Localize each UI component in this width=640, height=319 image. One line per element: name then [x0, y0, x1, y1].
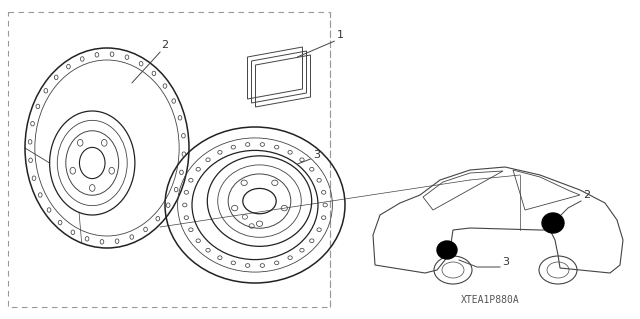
Text: 2: 2 — [161, 40, 168, 50]
Bar — [8, 12, 330, 307]
Ellipse shape — [437, 241, 457, 259]
Text: 2: 2 — [583, 190, 590, 200]
Text: XTEA1P880A: XTEA1P880A — [461, 295, 520, 305]
Text: 3: 3 — [314, 150, 321, 160]
Text: 1: 1 — [337, 30, 344, 40]
Text: 3: 3 — [502, 257, 509, 267]
Ellipse shape — [542, 213, 564, 233]
